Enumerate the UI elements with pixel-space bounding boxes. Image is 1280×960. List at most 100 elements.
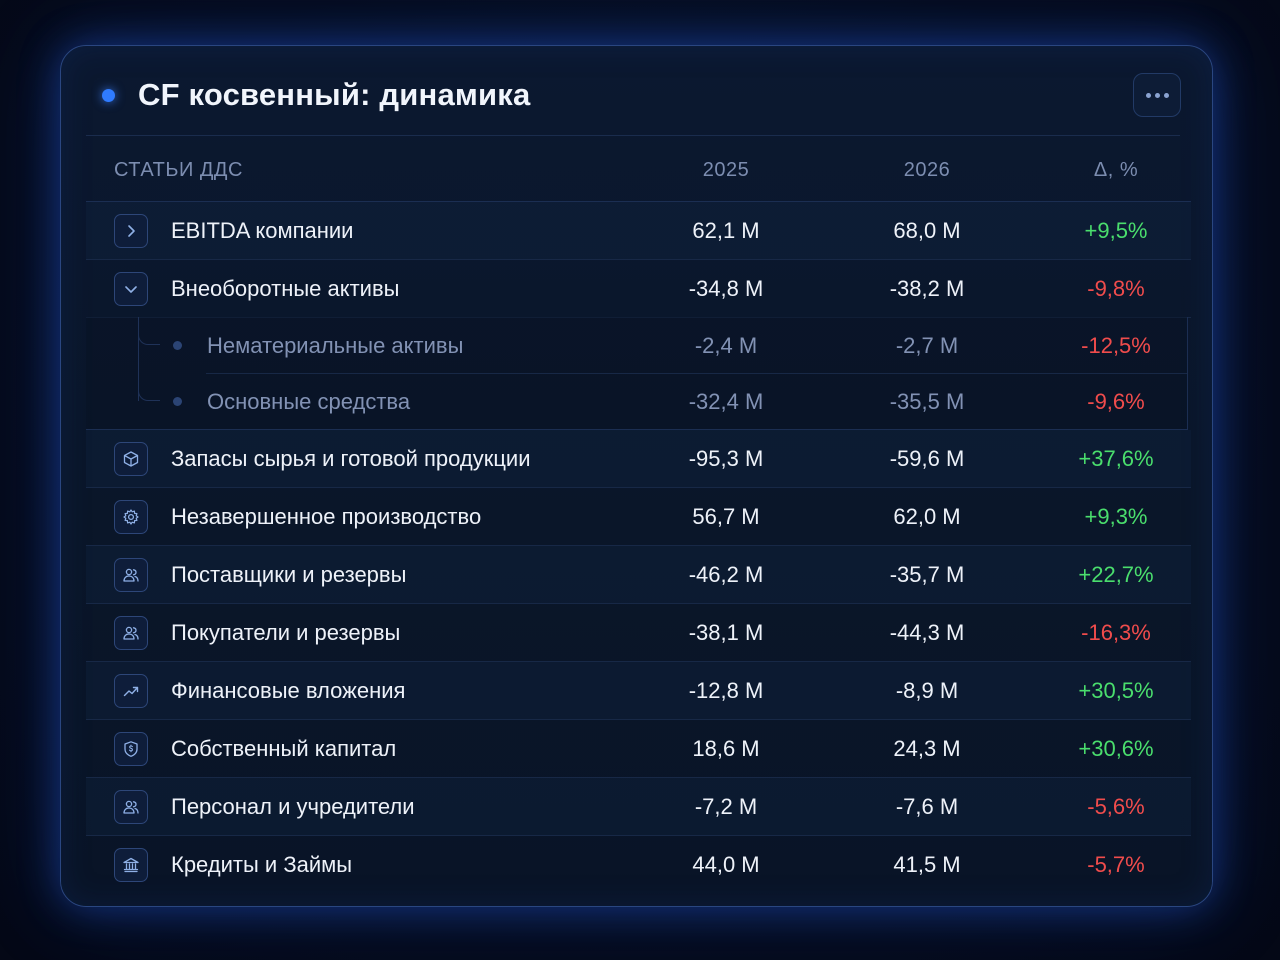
- tree-connector: [138, 317, 160, 345]
- value-2026: -59,6 M: [889, 446, 965, 471]
- value-2025: 44,0 M: [692, 852, 760, 877]
- row-icon: [114, 732, 148, 766]
- value-2025: 18,6 M: [692, 736, 760, 761]
- column-header-items: СТАТЬИ ДДС: [114, 159, 243, 181]
- value-delta: +30,6%: [1078, 736, 1154, 761]
- value-delta: -16,3%: [1081, 620, 1151, 645]
- column-header-delta: Δ, %: [1093, 159, 1139, 181]
- value-2025: -34,8 M: [688, 276, 764, 301]
- value-2025: -95,3 M: [688, 446, 764, 471]
- value-2026: -2,7 M: [895, 333, 959, 358]
- value-2025: 56,7 M: [692, 504, 760, 529]
- ellipsis-dot: [1163, 92, 1169, 98]
- table-row[interactable]: EBITDA компании 62,1 M 68,0 M +9,5%: [86, 202, 1191, 260]
- collapse-button[interactable]: [114, 272, 148, 306]
- row-label: EBITDA компании: [171, 218, 354, 243]
- table-row[interactable]: Персонал и учредители -7,2 M -7,6 M -5,6…: [86, 778, 1191, 836]
- header-divider: [86, 135, 1180, 136]
- table-row[interactable]: Собственный капитал 18,6 M 24,3 M +30,6%: [86, 720, 1191, 778]
- value-delta: -9,6%: [1087, 389, 1145, 414]
- row-label: Персонал и учредители: [171, 794, 415, 819]
- row-label: Внеоборотные активы: [171, 276, 400, 301]
- value-delta: +22,7%: [1078, 562, 1154, 587]
- row-label: Незавершенное производство: [171, 504, 482, 529]
- row-icon: [114, 442, 148, 476]
- trend-up-icon: [123, 686, 139, 697]
- subrow[interactable]: Основные средства -32,4 M -35,5 M -9,6%: [86, 373, 1187, 429]
- value-2025: -12,8 M: [688, 678, 764, 703]
- table-row[interactable]: Запасы сырья и готовой продукции -95,3 M…: [86, 430, 1191, 488]
- cashflow-card: CF косвенный: динамика СТАТЬИ ДДС 2025 2…: [60, 45, 1213, 907]
- row-label: Собственный капитал: [171, 736, 397, 761]
- status-dot-icon: [102, 89, 115, 102]
- row-divider: [206, 373, 1187, 374]
- expand-button[interactable]: [114, 214, 148, 248]
- tree-connector: [138, 373, 160, 401]
- row-icon: [114, 674, 148, 708]
- ellipsis-icon: [1145, 92, 1151, 98]
- bullet-icon: [173, 341, 182, 350]
- value-2026: -8,9 M: [895, 678, 959, 703]
- row-icon: [114, 790, 148, 824]
- card-title: CF косвенный: динамика: [138, 77, 531, 112]
- row-label: Нематериальные активы: [207, 333, 464, 358]
- shield-dollar-icon: [124, 741, 138, 757]
- more-options-button[interactable]: [1133, 73, 1181, 117]
- users-icon: [123, 626, 139, 640]
- column-header-2025: 2025: [702, 159, 750, 181]
- value-2025: -38,1 M: [688, 620, 764, 645]
- bullet-icon: [173, 397, 182, 406]
- ellipsis-dot: [1154, 92, 1160, 98]
- value-2025: -7,2 M: [694, 794, 758, 819]
- value-2026: -35,5 M: [889, 389, 965, 414]
- value-2026: -35,7 M: [889, 562, 965, 587]
- value-delta: +30,5%: [1078, 678, 1154, 703]
- table-row[interactable]: Кредиты и Займы 44,0 M 41,5 M -5,7%: [86, 836, 1191, 894]
- card-header: CF косвенный: динамика: [61, 46, 1212, 136]
- table-row[interactable]: Внеоборотные активы -34,8 M -38,2 M -9,8…: [86, 260, 1191, 318]
- subrow-group: Нематериальные активы -2,4 M -2,7 M -12,…: [86, 317, 1188, 430]
- value-2026: -44,3 M: [889, 620, 965, 645]
- gear-icon: [123, 509, 139, 525]
- row-label: Финансовые вложения: [171, 678, 406, 703]
- table-row[interactable]: Поставщики и резервы -46,2 M -35,7 M +22…: [86, 546, 1191, 604]
- users-icon: [123, 568, 139, 582]
- users-icon: [123, 800, 139, 814]
- value-2026: -38,2 M: [889, 276, 965, 301]
- value-2025: -2,4 M: [694, 333, 758, 358]
- value-2026: -7,6 M: [895, 794, 959, 819]
- chevron-down-icon: [125, 286, 137, 293]
- value-2026: 68,0 M: [893, 218, 961, 243]
- row-icon: [114, 848, 148, 882]
- row-label: Покупатели и резервы: [171, 620, 401, 645]
- table-row[interactable]: Покупатели и резервы -38,1 M -44,3 M -16…: [86, 604, 1191, 662]
- value-2026: 41,5 M: [893, 852, 961, 877]
- table-row[interactable]: Финансовые вложения -12,8 M -8,9 M +30,5…: [86, 662, 1191, 720]
- value-delta: -9,8%: [1087, 276, 1145, 301]
- column-header-2026: 2026: [903, 159, 951, 181]
- row-label: Основные средства: [207, 389, 411, 414]
- row-icon: [114, 500, 148, 534]
- table-row[interactable]: Незавершенное производство 56,7 M 62,0 M…: [86, 488, 1191, 546]
- chevron-right-icon: [128, 225, 135, 237]
- row-label: Поставщики и резервы: [171, 562, 407, 587]
- box-icon: [123, 451, 139, 467]
- subrow[interactable]: Нематериальные активы -2,4 M -2,7 M -12,…: [86, 317, 1187, 374]
- tree-connector: [138, 317, 139, 401]
- row-label: Запасы сырья и готовой продукции: [171, 446, 531, 471]
- bank-icon: [123, 857, 139, 873]
- row-icon: [114, 558, 148, 592]
- value-2025: -46,2 M: [688, 562, 764, 587]
- value-2026: 62,0 M: [893, 504, 961, 529]
- value-delta: +9,5%: [1084, 218, 1148, 243]
- value-2025: -32,4 M: [688, 389, 764, 414]
- row-icon: [114, 616, 148, 650]
- value-delta: +37,6%: [1078, 446, 1154, 471]
- value-delta: +9,3%: [1084, 504, 1148, 529]
- value-delta: -12,5%: [1081, 333, 1151, 358]
- value-2025: 62,1 M: [692, 218, 760, 243]
- value-delta: -5,6%: [1087, 794, 1145, 819]
- value-2026: 24,3 M: [893, 736, 961, 761]
- row-label: Кредиты и Займы: [171, 852, 353, 877]
- value-delta: -5,7%: [1087, 852, 1145, 877]
